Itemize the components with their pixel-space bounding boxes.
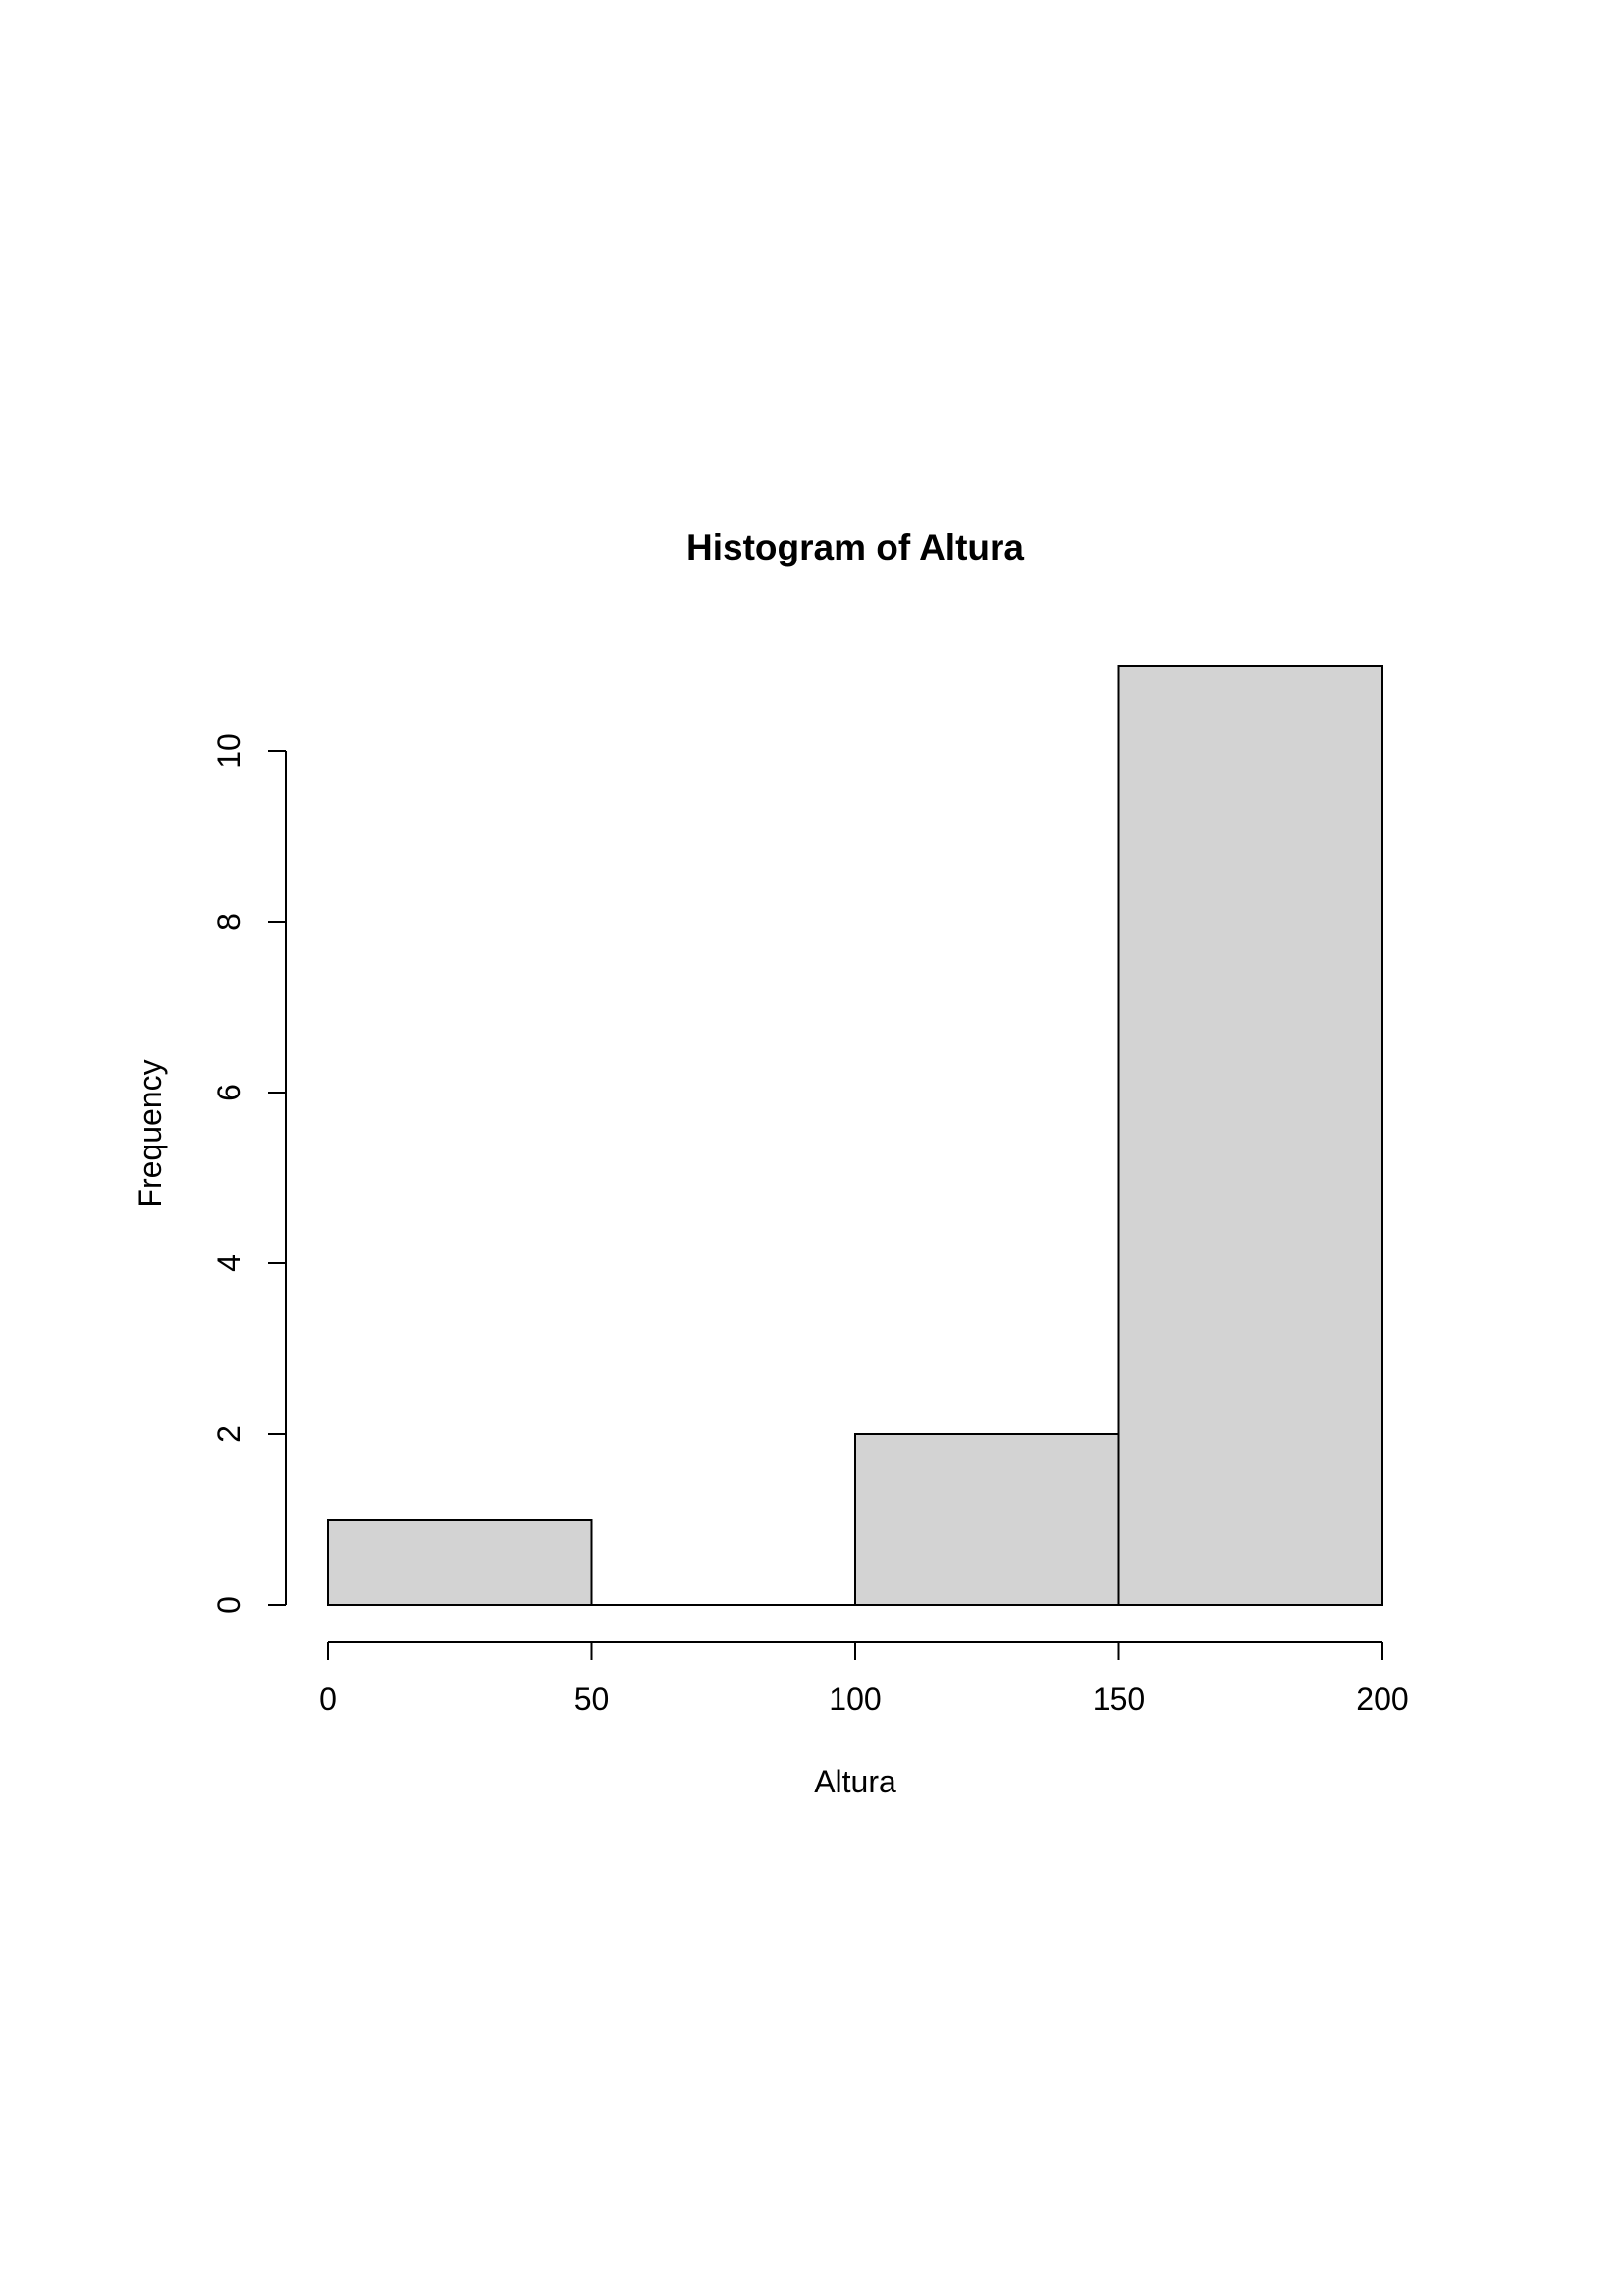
- histogram-bar-3: [1117, 665, 1383, 1606]
- y-tick-label: 10: [211, 733, 246, 769]
- histogram-bars: [327, 665, 1383, 1606]
- y-tick-label: 0: [211, 1596, 246, 1614]
- y-axis: 0 2 4 6 8 10: [211, 733, 287, 1614]
- chart-title: Histogram of Altura: [686, 527, 1024, 567]
- y-axis-label: Frequency: [133, 1059, 168, 1207]
- y-tick-label: 2: [211, 1425, 246, 1443]
- x-axis-label: Altura: [814, 1764, 896, 1799]
- x-tick-label: 0: [319, 1682, 337, 1717]
- histogram-bar-2: [854, 1433, 1120, 1606]
- x-tick-label: 100: [829, 1682, 881, 1717]
- x-axis: 0 50 100 150 200: [319, 1641, 1409, 1717]
- y-tick-label: 4: [211, 1255, 246, 1272]
- histogram-bar-0: [327, 1519, 593, 1606]
- y-tick-label: 6: [211, 1084, 246, 1101]
- x-tick-label: 200: [1356, 1682, 1408, 1717]
- y-tick-label: 8: [211, 913, 246, 931]
- x-tick-label: 50: [574, 1682, 610, 1717]
- x-tick-label: 150: [1093, 1682, 1145, 1717]
